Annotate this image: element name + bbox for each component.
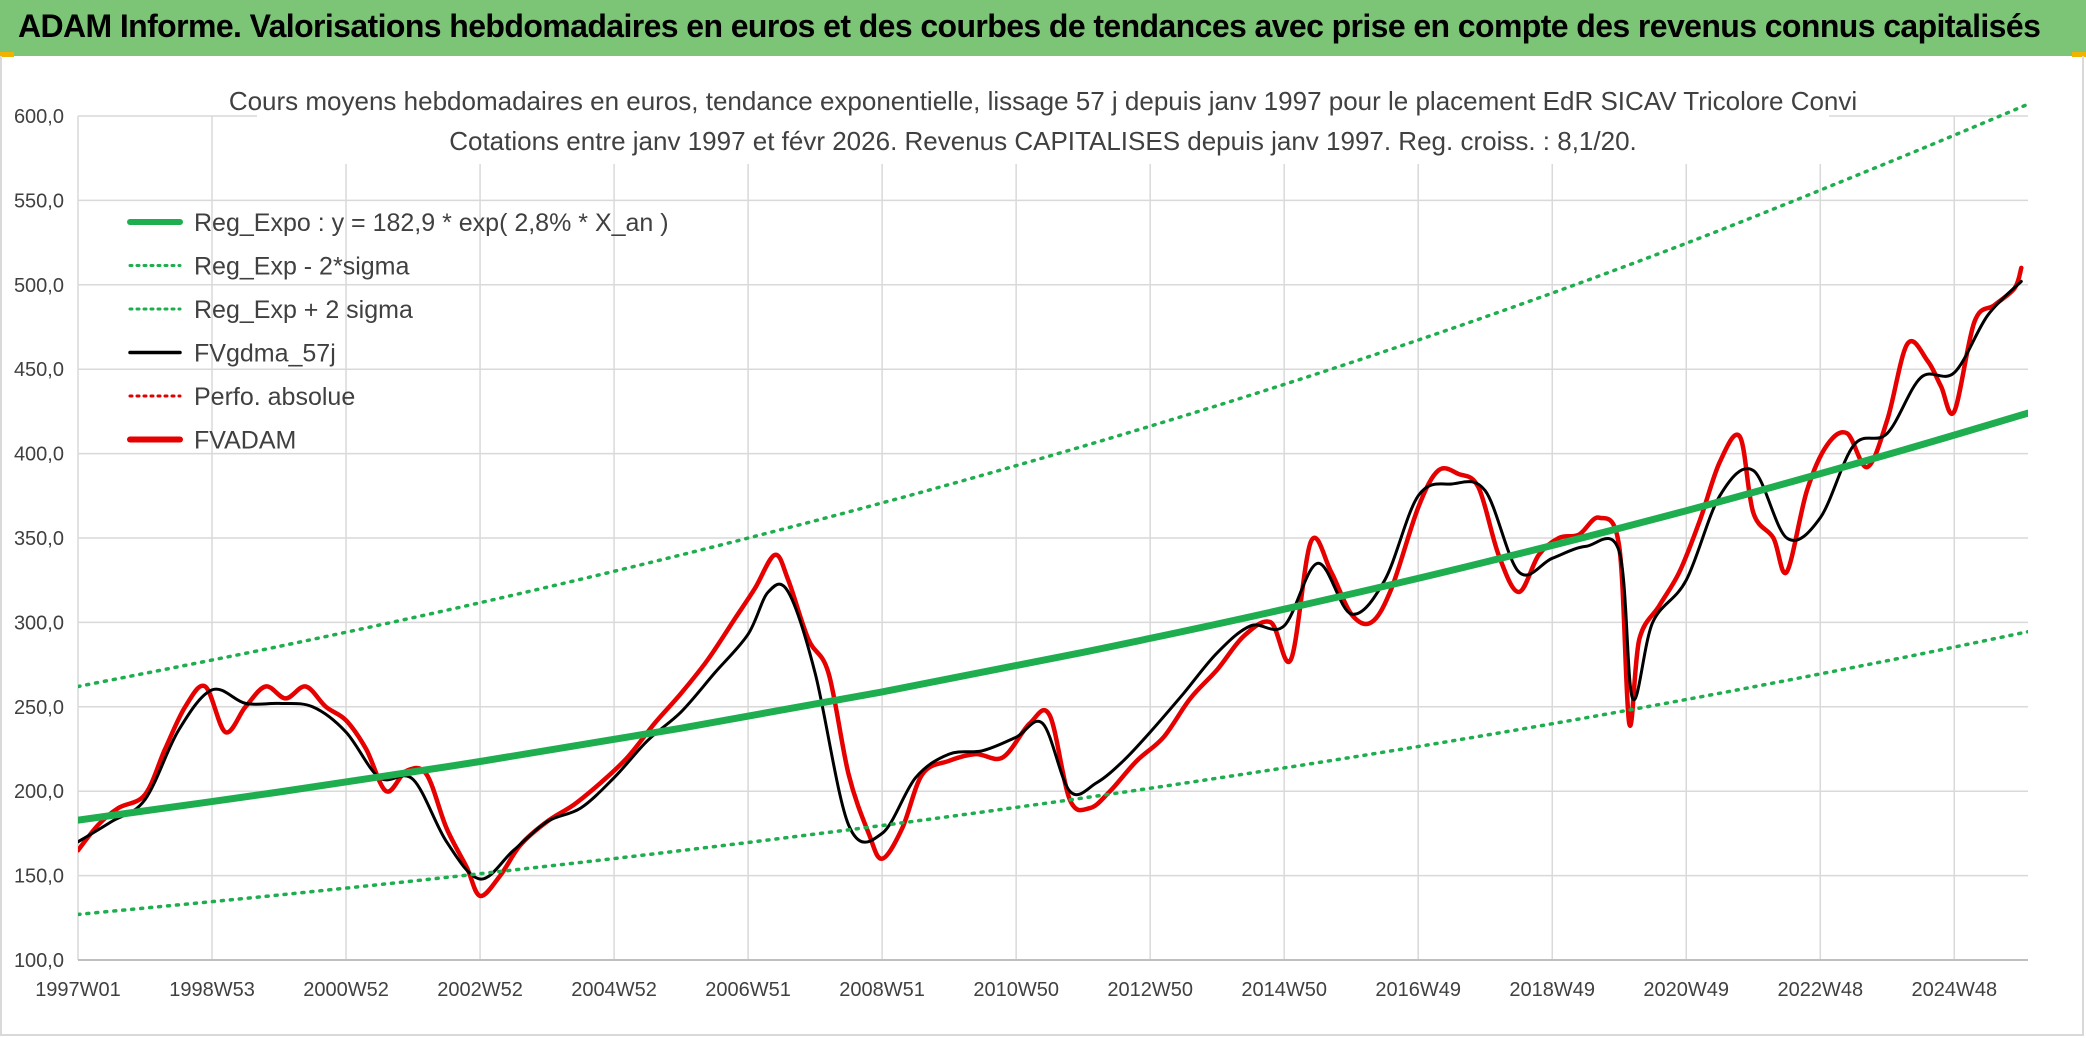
x-tick-label: 2020W49 (1643, 979, 1729, 1001)
y-axis-labels: 100,0 150,0 200,0 250,0 300,0 350,0 400,0 450,0… (14, 106, 64, 972)
legend-label: Reg_Exp + 2 sigma (194, 296, 413, 324)
series-fvadam (78, 265, 2024, 899)
x-tick-label: 2002W52 (437, 979, 523, 1001)
x-tick-label: 2014W50 (1241, 979, 1327, 1001)
series-layer (78, 102, 2028, 917)
corner-mark-left (0, 52, 14, 57)
x-tick-label: 2016W49 (1375, 979, 1461, 1001)
header-bar: ADAM Informe. Valorisations hebdomadaire… (0, 0, 2086, 56)
y-tick-label: 150,0 (14, 866, 64, 888)
x-tick-label: 2000W52 (303, 979, 389, 1001)
y-tick-label: 300,0 (14, 612, 64, 634)
x-tick-label: 1998W53 (169, 979, 255, 1001)
legend-label: Reg_Exp - 2*sigma (194, 253, 409, 281)
chart-frame (0, 56, 2084, 1036)
chart-title: Cours moyens hebdomadaires en euros, ten… (229, 86, 1857, 116)
y-tick-label: 500,0 (14, 275, 64, 297)
grid (77, 115, 2028, 961)
x-tick-label: 2018W49 (1509, 979, 1595, 1001)
y-tick-label: 250,0 (14, 697, 64, 719)
series-fvgdma-57j (78, 279, 2023, 881)
y-tick-label: 400,0 (14, 444, 64, 466)
x-axis-labels: 1997W01 1998W53 2000W52 2002W52 2004W52 2006W… (35, 979, 1997, 1001)
y-tick-label: 200,0 (14, 781, 64, 803)
x-tick-label: 2010W50 (973, 979, 1059, 1001)
corner-mark-right (2072, 52, 2086, 57)
legend-label: Reg_Expo : y = 182,9 * exp( 2,8% * X_an … (194, 209, 669, 237)
y-tick-label: 100,0 (14, 950, 64, 972)
y-tick-label: 350,0 (14, 528, 64, 550)
x-tick-label: 2022W48 (1777, 979, 1863, 1001)
legend: Reg_Expo : y = 182,9 * exp( 2,8% * X_an … (127, 209, 669, 455)
page-title: ADAM Informe. Valorisations hebdomadaire… (18, 8, 2041, 44)
x-tick-label: 2012W50 (1107, 979, 1193, 1001)
series-reg-exp-plus-2sigma (78, 102, 2028, 689)
legend-label: FVADAM (194, 427, 296, 455)
y-tick-label: 600,0 (14, 106, 64, 128)
legend-label: Perfo. absolue (194, 383, 355, 411)
title-background (257, 80, 1829, 164)
y-tick-label: 450,0 (14, 359, 64, 381)
x-tick-label: 2024W48 (1911, 979, 1997, 1001)
x-tick-label: 2004W52 (571, 979, 657, 1001)
legend-label: FVgdma_57j (194, 340, 336, 368)
x-tick-label: 2006W51 (705, 979, 791, 1001)
series-reg-expo (78, 409, 2028, 824)
chart-subtitle: Cotations entre janv 1997 et févr 2026. … (449, 126, 1637, 156)
x-tick-label: 2008W51 (839, 979, 925, 1001)
y-tick-label: 550,0 (14, 190, 64, 212)
x-tick-label: 1997W01 (35, 979, 121, 1001)
series-reg-exp-minus-2sigma (78, 629, 2028, 917)
